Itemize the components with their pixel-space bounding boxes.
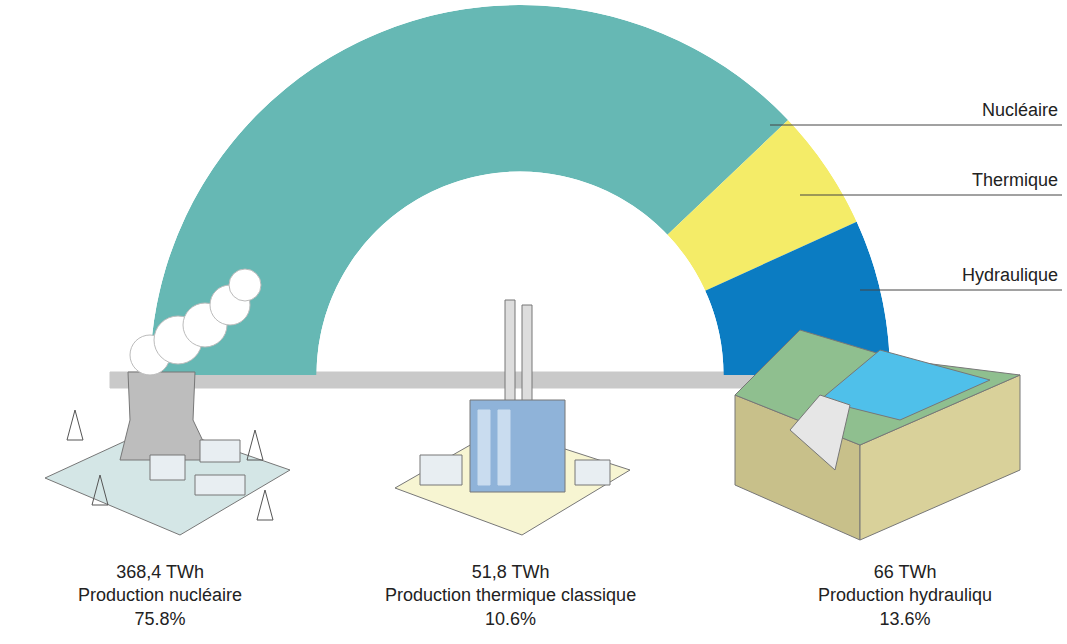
svg-text:368,4 TWhProduction nucléaire7: 368,4 TWhProduction nucléaire75.8% <box>78 562 242 629</box>
svg-text:51,8 TWhProduction thermique c: 51,8 TWhProduction thermique classique10… <box>385 562 636 629</box>
svg-text:66 TWhProduction hydrauliqu13.: 66 TWhProduction hydrauliqu13.6% <box>818 562 992 629</box>
svg-text:Hydraulique: Hydraulique <box>962 265 1058 285</box>
svg-text:Thermique: Thermique <box>972 170 1058 190</box>
svg-text:Nucléaire: Nucléaire <box>982 100 1058 120</box>
